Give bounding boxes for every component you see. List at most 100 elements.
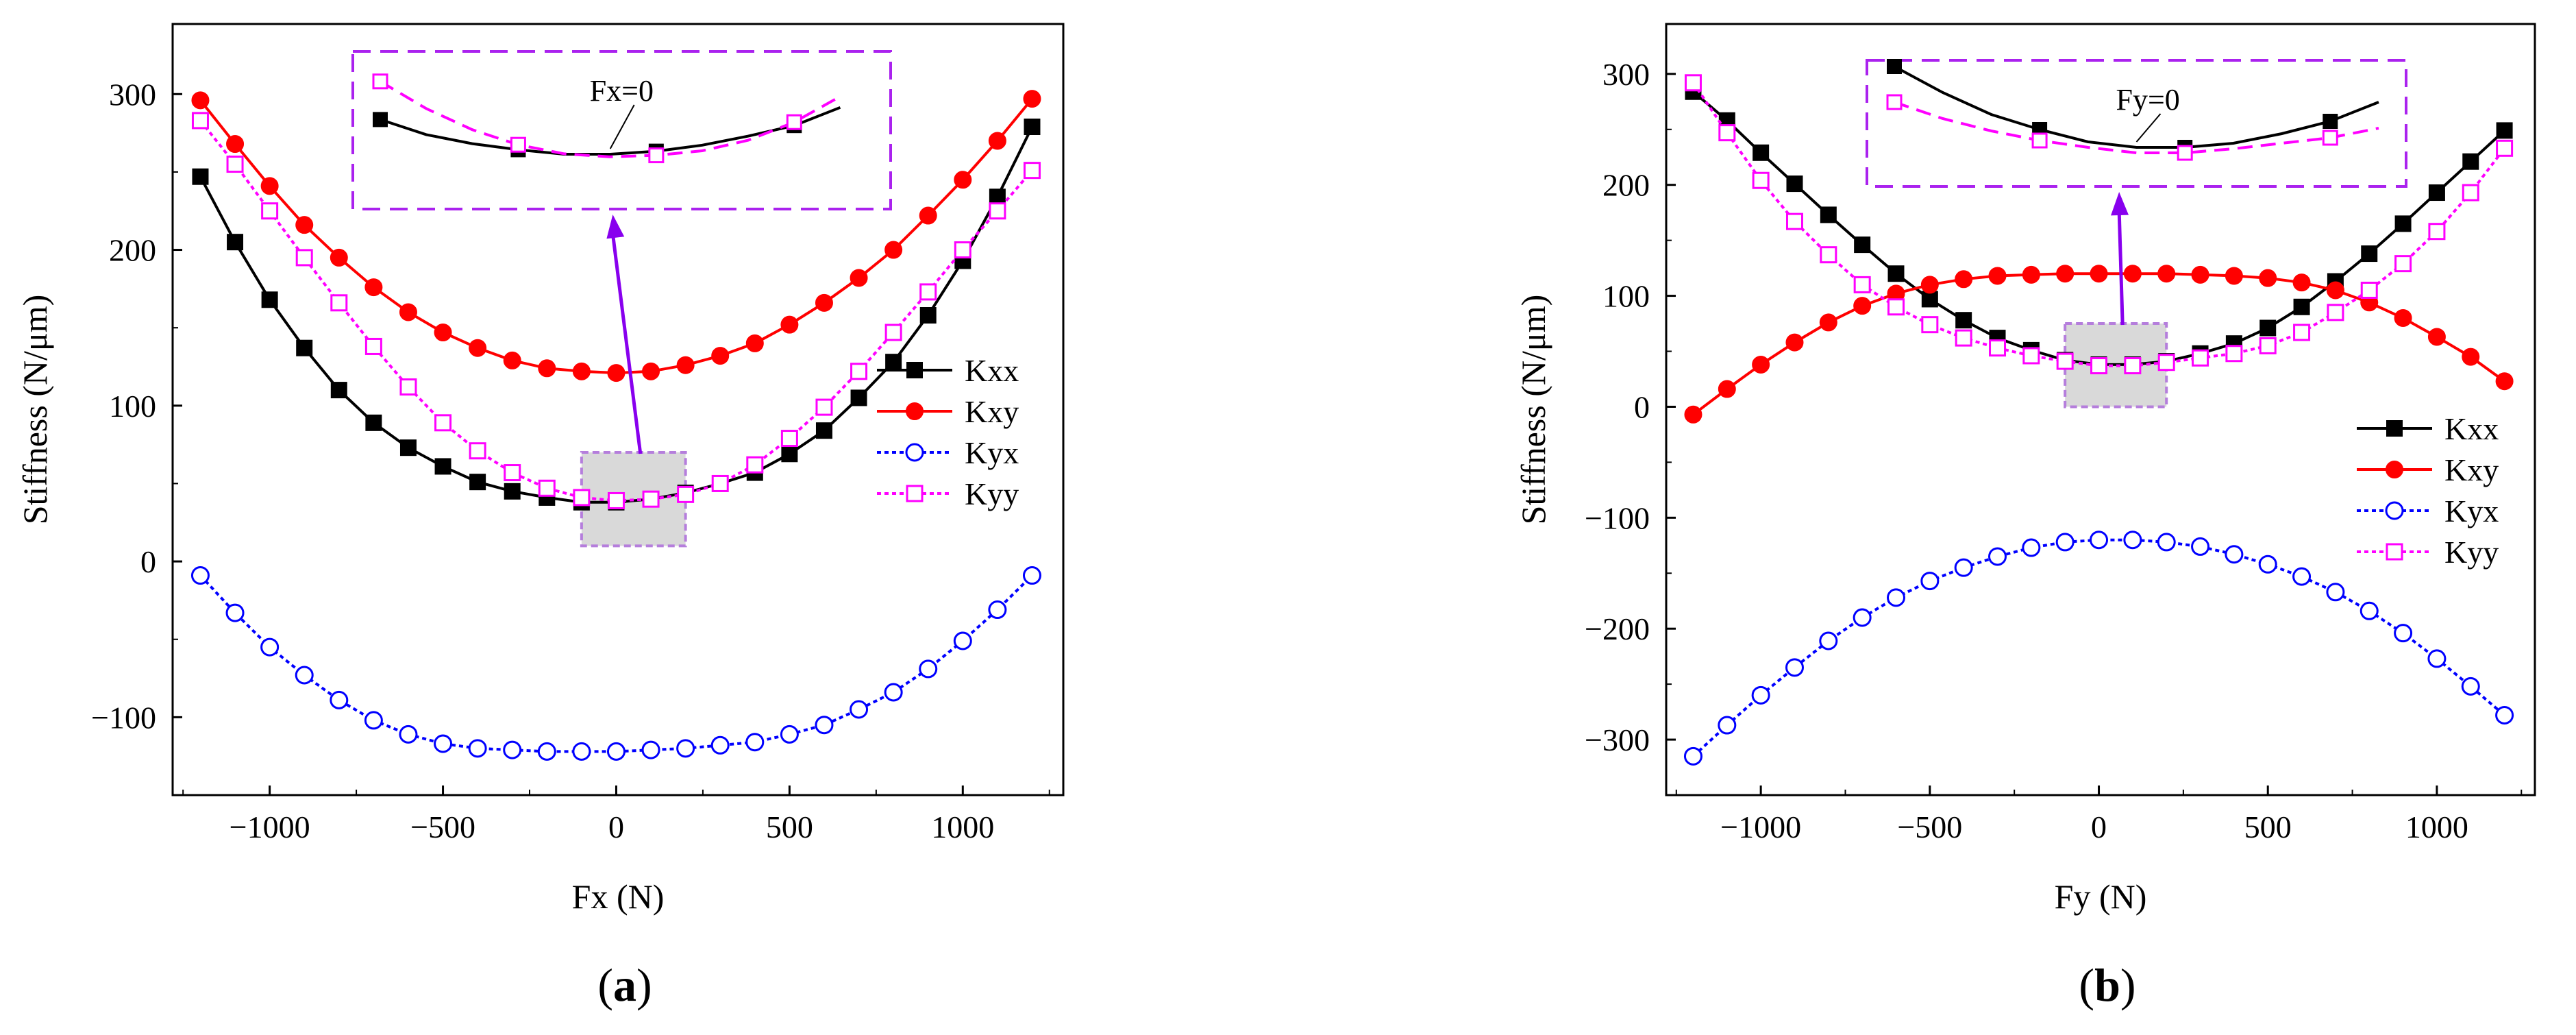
data-point-kyy-16 xyxy=(746,456,764,474)
data-point-kyx-19 xyxy=(850,700,869,719)
data-point-kyx-4 xyxy=(1819,631,1838,650)
data-point-kyy-22 xyxy=(2428,223,2446,241)
inset-point-kxx-7 xyxy=(1887,59,1902,74)
y-tick-label: 100 xyxy=(109,389,156,424)
data-point-kyx-18 xyxy=(2292,567,2312,586)
data-point-kyy-19 xyxy=(2327,304,2344,321)
data-point-kxy-4 xyxy=(1819,313,1837,332)
data-point-kyy-24 xyxy=(2496,139,2514,157)
data-point-kyx-0 xyxy=(1683,746,1702,766)
data-point-kyy-7 xyxy=(1921,316,1939,334)
data-point-kyy-3 xyxy=(1785,212,1803,230)
data-point-kxx-21 xyxy=(919,307,937,324)
y-tick-label: 300 xyxy=(109,77,156,112)
data-point-kyx-15 xyxy=(710,735,730,755)
data-point-kxx-4 xyxy=(1820,206,1837,223)
inset-annotation-leader xyxy=(609,104,635,149)
series-line-kyy xyxy=(199,119,1034,502)
x-axis-title: Fy (N) xyxy=(2055,877,2147,916)
data-point-kyy-10 xyxy=(538,479,556,497)
data-point-kxy-21 xyxy=(919,206,937,225)
data-point-kyx-19 xyxy=(2326,583,2345,602)
data-point-kxx-17 xyxy=(2259,319,2277,337)
data-point-kxy-11 xyxy=(2056,265,2075,283)
x-tick-label: 1000 xyxy=(931,809,994,844)
data-point-kxx-3 xyxy=(296,339,313,356)
inset-line-kyy xyxy=(379,80,841,158)
legend-marker-kxy xyxy=(2386,461,2403,478)
panel-label-letter: b xyxy=(2094,959,2120,1011)
data-point-kyx-8 xyxy=(468,739,487,758)
data-point-kyy-16 xyxy=(2225,345,2243,363)
panel-label-close: ) xyxy=(2120,959,2136,1011)
data-point-kyx-11 xyxy=(572,742,591,761)
data-point-kyx-17 xyxy=(780,724,799,744)
data-point-kxy-10 xyxy=(538,359,556,378)
data-point-kxy-1 xyxy=(1718,380,1736,398)
panel-b: Fy=0−1000 −500 0 500 1000−300−200−1000100200… xyxy=(1514,23,2536,1011)
data-point-kyy-1 xyxy=(226,156,244,173)
data-point-kyx-14 xyxy=(2157,533,2176,552)
data-point-kxx-5 xyxy=(1854,236,1871,254)
data-point-kxy-9 xyxy=(503,351,521,369)
data-point-kxy-1 xyxy=(226,135,245,153)
data-point-kyx-13 xyxy=(641,740,660,759)
data-point-kyy-5 xyxy=(1853,276,1871,293)
legend-label-kyx: Kyx xyxy=(965,435,1019,470)
data-point-kxy-7 xyxy=(1920,276,1939,294)
data-point-kyy-19 xyxy=(850,363,868,380)
data-point-kyx-24 xyxy=(2495,705,2514,724)
data-point-kyy-11 xyxy=(573,489,591,507)
data-point-kxx-8 xyxy=(1955,312,1972,329)
x-tick-label: 500 xyxy=(766,809,813,844)
y-tick-label: −100 xyxy=(91,700,156,735)
data-point-kxx-24 xyxy=(1024,119,1041,135)
data-point-kxy-0 xyxy=(1684,405,1702,424)
data-point-kyx-2 xyxy=(1751,685,1770,705)
data-point-kyy-7 xyxy=(434,414,452,432)
data-point-kyx-17 xyxy=(2258,555,2277,574)
data-point-kxx-17 xyxy=(781,446,798,463)
data-point-kyx-9 xyxy=(1988,547,2007,566)
data-point-kxx-9 xyxy=(504,483,521,500)
data-point-kyy-13 xyxy=(642,490,660,508)
legend-label-kxx: Kxx xyxy=(2444,411,2499,446)
data-point-kxx-1 xyxy=(227,234,244,251)
data-point-kxy-5 xyxy=(1853,297,1872,315)
data-point-kyy-13 xyxy=(2124,357,2142,375)
inset-point-kyy-13 xyxy=(648,147,665,164)
x-tick-label: 0 xyxy=(608,809,624,844)
data-point-kxx-21 xyxy=(2394,215,2412,232)
data-point-kyy-12 xyxy=(607,491,625,509)
data-point-kxx-18 xyxy=(2293,298,2310,315)
data-point-kxy-2 xyxy=(1752,355,1770,374)
data-point-kxx-2 xyxy=(261,291,278,308)
data-point-kyy-11 xyxy=(2056,352,2074,370)
data-point-kyy-22 xyxy=(954,241,971,259)
data-point-kxy-17 xyxy=(2259,269,2277,287)
legend-marker-kyy xyxy=(906,485,924,502)
data-point-kyy-17 xyxy=(2259,337,2277,354)
data-point-kyy-21 xyxy=(2394,255,2412,273)
data-point-kyy-2 xyxy=(1752,171,1770,189)
y-tick-label: 100 xyxy=(1602,279,1650,314)
data-point-kyy-6 xyxy=(399,378,417,396)
inset-annotation-label: Fx=0 xyxy=(590,74,654,108)
data-point-kxy-9 xyxy=(1988,267,2007,285)
data-point-kyy-9 xyxy=(504,464,521,482)
data-point-kxx-5 xyxy=(365,414,382,431)
legend-label-kxx: Kxx xyxy=(965,353,1019,388)
panel-label-open: ( xyxy=(2079,959,2094,1011)
data-point-kyy-24 xyxy=(1023,162,1041,180)
zoom-arrow-head xyxy=(2111,192,2129,216)
data-point-kyx-12 xyxy=(2090,531,2109,550)
data-point-kyx-4 xyxy=(330,690,349,709)
data-point-kyy-15 xyxy=(711,474,729,492)
data-point-kxy-19 xyxy=(2326,281,2344,300)
data-point-kyx-6 xyxy=(1887,588,1906,607)
inset-point-kyy-16 xyxy=(786,114,802,130)
inset-box xyxy=(1866,59,2407,188)
data-point-kxx-20 xyxy=(2361,245,2378,263)
data-point-kxy-16 xyxy=(745,334,764,352)
